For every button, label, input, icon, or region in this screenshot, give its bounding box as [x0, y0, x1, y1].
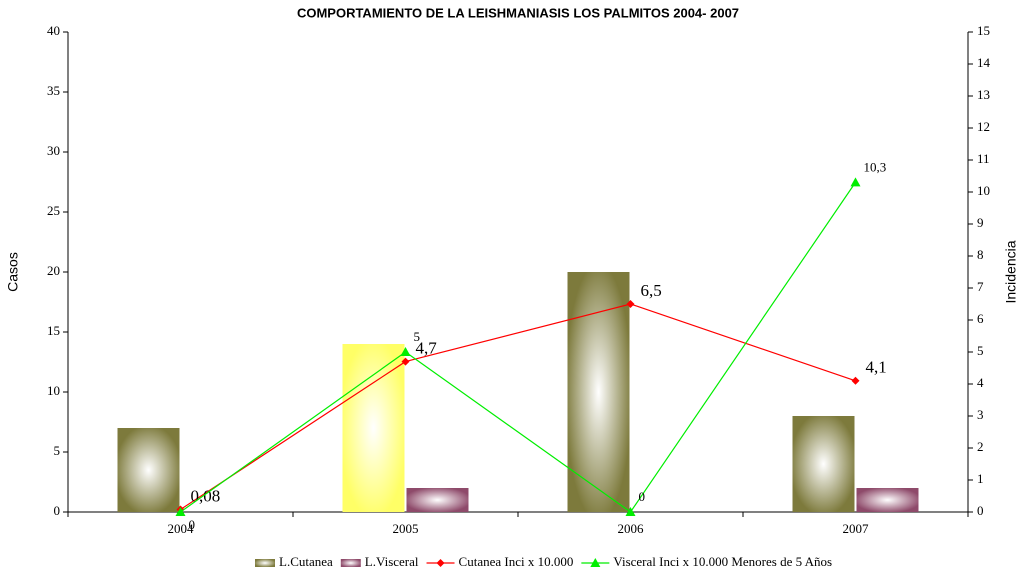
bar — [117, 428, 180, 512]
x-tick-label: 2004 — [168, 521, 195, 536]
data-label: 10,3 — [864, 159, 887, 174]
marker — [626, 300, 635, 308]
legend-marker — [590, 558, 601, 567]
y2-tick-label: 5 — [977, 343, 984, 358]
marker — [625, 507, 636, 516]
data-label: 6,5 — [641, 281, 662, 300]
y2-tick-label: 0 — [977, 503, 984, 518]
legend-swatch — [340, 559, 361, 567]
y-tick-label: 30 — [47, 143, 60, 158]
y2-tick-label: 9 — [977, 215, 984, 230]
data-label: 0 — [189, 517, 196, 532]
data-label: 0,08 — [191, 486, 221, 505]
y2-tick-label: 14 — [977, 55, 991, 70]
y2-tick-label: 4 — [977, 375, 984, 390]
y-tick-label: 35 — [47, 83, 60, 98]
line — [180, 303, 856, 510]
legend-label: L.Cutanea — [279, 554, 333, 569]
y2-tick-label: 10 — [977, 183, 990, 198]
y2-tick-label: 8 — [977, 247, 984, 262]
y2-tick-label: 7 — [977, 279, 984, 294]
legend-label: Visceral Inci x 10.000 Menores de 5 Años — [613, 554, 832, 569]
y-tick-label: 5 — [54, 443, 61, 458]
legend-swatch — [255, 559, 275, 567]
y-tick-label: 15 — [47, 323, 60, 338]
y-tick-label: 0 — [54, 503, 61, 518]
y2-tick-label: 15 — [977, 23, 990, 38]
x-tick-label: 2005 — [393, 521, 419, 536]
marker — [851, 376, 860, 385]
marker — [850, 177, 861, 187]
y-tick-label: 40 — [47, 23, 60, 38]
y-tick-label: 10 — [47, 383, 60, 398]
y2-axis-title: Incidencia — [1003, 240, 1019, 303]
line — [180, 182, 856, 513]
legend-label: L.Visceral — [365, 554, 419, 569]
bar — [856, 488, 919, 512]
data-label: 4,1 — [866, 358, 887, 377]
chart-title: COMPORTAMIENTO DE LA LEISHMANIASIS LOS P… — [297, 5, 739, 20]
y2-tick-label: 11 — [977, 151, 990, 166]
y-tick-label: 25 — [47, 203, 60, 218]
x-tick-label: 2007 — [843, 521, 870, 536]
y2-tick-label: 12 — [977, 119, 990, 134]
y2-tick-label: 3 — [977, 407, 984, 422]
data-label: 4,7 — [416, 339, 438, 358]
data-label: 5 — [414, 329, 421, 344]
legend-label: Cutanea Inci x 10.000 — [459, 554, 574, 569]
y2-tick-label: 1 — [977, 471, 984, 486]
marker — [401, 357, 410, 366]
y2-tick-label: 13 — [977, 87, 990, 102]
y-tick-label: 20 — [47, 263, 60, 278]
y2-tick-label: 2 — [977, 439, 984, 454]
bar — [792, 416, 855, 512]
bar — [406, 488, 469, 512]
bar — [342, 344, 405, 512]
marker — [175, 507, 186, 516]
y-axis-title: Casos — [5, 252, 21, 292]
marker — [400, 347, 411, 356]
legend-marker — [436, 559, 445, 567]
y2-tick-label: 6 — [977, 311, 984, 326]
bar — [567, 272, 630, 512]
x-tick-label: 2006 — [618, 521, 645, 536]
data-label: 0 — [639, 489, 646, 504]
